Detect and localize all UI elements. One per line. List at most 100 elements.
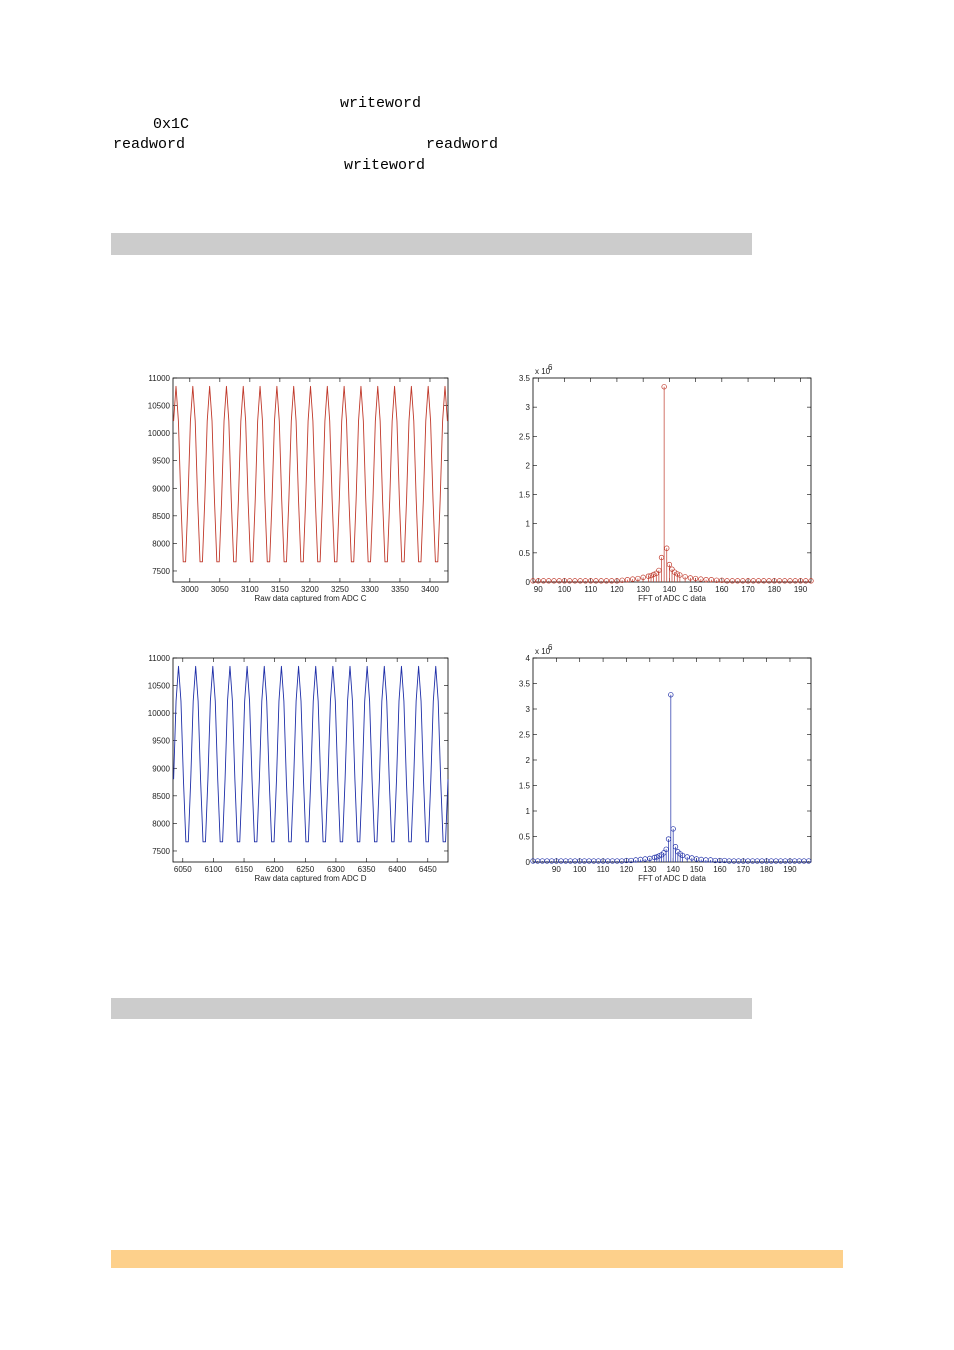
code-word: 0x1C: [153, 116, 189, 133]
stem-marker: [682, 574, 688, 580]
stem-marker: [750, 578, 756, 584]
x-tick-label: 6350: [358, 865, 376, 874]
x-tick-label: 6300: [327, 865, 345, 874]
y-scale-label: x 10: [535, 647, 551, 656]
x-tick-label: 120: [620, 865, 634, 874]
y-tick-label: 3.5: [519, 374, 531, 383]
y-scale-exponent: 6: [548, 643, 553, 652]
x-tick-label: 3000: [181, 585, 199, 594]
x-tick-label: 3150: [271, 585, 289, 594]
y-tick-label: 10000: [148, 709, 171, 718]
y-tick-label: 2.5: [519, 731, 531, 740]
stem-marker: [561, 578, 568, 584]
stem-marker: [708, 577, 714, 583]
stem-marker: [624, 577, 631, 583]
x-tick-label: 3050: [211, 585, 229, 594]
x-tick-label: 180: [760, 865, 774, 874]
plot-area: [172, 657, 449, 863]
stem-marker: [692, 575, 699, 582]
x-tick-label: 6250: [296, 865, 314, 874]
x-tick-label: 3200: [301, 585, 319, 594]
x-tick-label: 140: [663, 585, 677, 594]
stem-marker: [630, 576, 636, 582]
stem-marker: [540, 578, 547, 584]
x-tick-label: 170: [741, 585, 755, 594]
stem-marker: [797, 578, 804, 584]
code-word: readword: [426, 136, 498, 153]
x-axis-label: Raw data captured from ADC C: [254, 594, 366, 603]
stem-marker: [556, 578, 562, 584]
stem-marker: [771, 578, 777, 584]
stem-marker: [609, 578, 615, 584]
stem-marker: [679, 852, 686, 859]
x-tick-label: 3100: [241, 585, 259, 594]
y-tick-label: 0: [526, 578, 531, 587]
y-tick-label: 7500: [152, 847, 170, 856]
y-scale-label: x 10: [535, 367, 551, 376]
stem-marker: [572, 578, 578, 584]
y-tick-label: 11000: [148, 654, 170, 663]
x-tick-label: 130: [636, 585, 650, 594]
code-word: writeword: [344, 157, 425, 174]
stem-marker: [671, 569, 678, 575]
y-tick-label: 2: [526, 756, 531, 765]
x-tick-label: 110: [584, 585, 597, 594]
y-tick-label: 11000: [148, 374, 170, 383]
y-tick-label: 9500: [152, 457, 170, 466]
stem-marker: [803, 578, 809, 584]
section-bar: [111, 998, 752, 1019]
stem-marker: [713, 577, 720, 583]
footer-bar: [111, 1250, 843, 1268]
x-tick-label: 3350: [391, 585, 409, 594]
stem-marker: [761, 578, 767, 584]
y-tick-label: 2.5: [519, 432, 531, 441]
x-tick-label: 170: [737, 865, 751, 874]
y-tick-label: 2: [526, 461, 531, 470]
x-tick-label: 120: [610, 585, 624, 594]
stem-marker: [782, 578, 788, 584]
stem-marker: [640, 574, 646, 580]
y-tick-label: 1.5: [519, 782, 531, 791]
x-tick-label: 180: [768, 585, 782, 594]
stem-marker: [582, 578, 589, 584]
x-tick-label: 3400: [421, 585, 439, 594]
y-tick-label: 8000: [152, 819, 170, 828]
stem-marker: [766, 578, 772, 584]
x-tick-label: 3300: [361, 585, 379, 594]
stem-marker: [808, 578, 814, 584]
plot-area: [532, 377, 812, 583]
stem-marker: [530, 578, 536, 584]
stem-marker: [535, 578, 541, 584]
stem-marker: [603, 578, 610, 584]
data-line: [173, 665, 449, 843]
stem-marker: [577, 578, 583, 584]
x-tick-label: 160: [713, 865, 727, 874]
y-tick-label: 0: [526, 858, 531, 867]
y-tick-label: 7500: [152, 567, 170, 576]
stem-marker: [698, 576, 704, 582]
x-tick-label: 100: [573, 865, 587, 874]
x-tick-label: 6150: [235, 865, 253, 874]
y-tick-label: 8000: [152, 539, 170, 548]
x-tick-label: 90: [552, 865, 561, 874]
section-bar: [111, 233, 752, 255]
x-tick-label: 190: [794, 585, 808, 594]
plot-area: [172, 377, 449, 583]
stem-marker: [546, 578, 552, 584]
stem-marker: [719, 577, 725, 583]
y-tick-label: 10500: [148, 682, 171, 691]
y-tick-label: 9500: [152, 737, 170, 746]
y-tick-label: 3: [526, 403, 531, 412]
y-tick-label: 9000: [152, 764, 170, 773]
x-tick-label: 6450: [419, 865, 437, 874]
stem-marker: [661, 384, 667, 390]
stem-marker: [674, 571, 680, 577]
stem-marker: [635, 575, 641, 582]
y-tick-label: 10500: [148, 402, 171, 411]
stem-marker: [740, 578, 746, 584]
y-tick-label: 10000: [148, 429, 171, 438]
stem-marker: [598, 578, 604, 584]
y-tick-label: 0.5: [519, 833, 531, 842]
x-tick-label: 160: [715, 585, 729, 594]
